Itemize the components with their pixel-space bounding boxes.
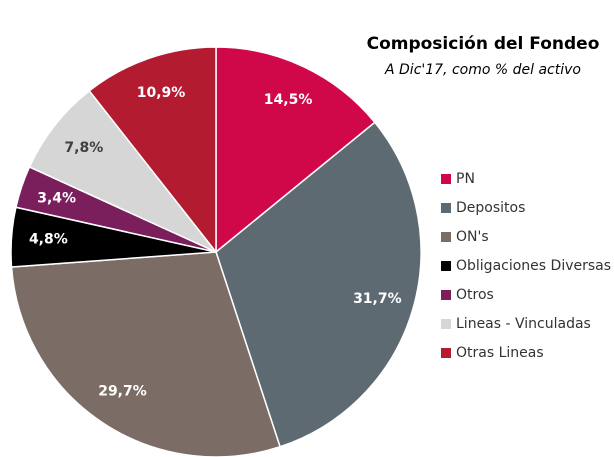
data-label: 3,4% xyxy=(37,190,76,206)
pie-slice xyxy=(215,121,422,448)
legend-label: Otros xyxy=(456,287,494,303)
legend-label: Otras Lineas xyxy=(456,345,544,361)
data-label: 4,8% xyxy=(29,232,68,248)
chart-title: Composición del Fondeo xyxy=(367,34,600,54)
pie-slice xyxy=(28,89,217,253)
pie-slice xyxy=(88,46,217,255)
data-label: 7,8% xyxy=(64,140,103,156)
legend-swatch xyxy=(441,319,451,329)
data-label: 10,9% xyxy=(137,85,186,101)
legend-swatch xyxy=(441,348,451,358)
legend-swatch xyxy=(441,203,451,213)
pie-slice xyxy=(10,251,282,457)
legend-label: ON's xyxy=(456,229,489,245)
legend-label: Depositos xyxy=(456,200,525,216)
data-label: 31,7% xyxy=(353,291,402,307)
legend-label: Lineas - Vinculadas xyxy=(456,316,591,332)
data-label: 29,7% xyxy=(98,384,147,400)
legend-swatch xyxy=(441,261,451,271)
legend-swatch xyxy=(441,232,451,242)
chart-subtitle: A Dic'17, como % del activo xyxy=(384,62,581,78)
data-label: 14,5% xyxy=(264,92,313,108)
pie-slice xyxy=(215,46,376,254)
legend-swatch xyxy=(441,174,451,184)
legend-label: Obligaciones Diversas xyxy=(456,258,611,274)
legend-swatch xyxy=(441,290,451,300)
legend-label: PN xyxy=(456,171,475,187)
